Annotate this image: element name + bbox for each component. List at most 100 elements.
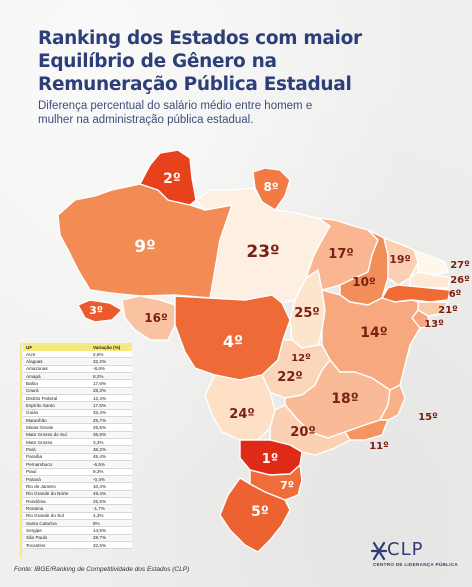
row-state-name: Mato Grosso	[26, 439, 53, 445]
state-rank-label-am: 9º	[134, 237, 155, 257]
state-rank-label-pr: 1º	[262, 452, 278, 467]
state-rank-labels: 2º 8º 9º 3º 16º 23º 4º 17º 10º 19º 27º 26º 6º 21º 13º 1…	[89, 171, 470, 520]
state-rank-label-pi: 10º	[352, 275, 376, 289]
row-variation: 35,8%	[93, 432, 107, 438]
state-rank-label-es: 15º	[418, 412, 438, 423]
state-rj	[344, 419, 389, 441]
table-row: Tocantins 32,6%	[23, 541, 132, 550]
row-variation: 17,5%	[93, 403, 107, 409]
row-variation: -1,7%	[93, 505, 106, 511]
row-state-name: Roraima	[26, 505, 44, 511]
state-rank-label-ma: 17º	[328, 247, 353, 262]
row-variation: 32,4%	[93, 410, 107, 416]
state-ro	[121, 295, 176, 341]
row-state-name: Minas Gerais	[26, 425, 54, 431]
row-variation: 10,4%	[93, 483, 107, 489]
row-state-name: Rio Grande do Norte	[26, 491, 69, 497]
table-row: Rio de Janeiro 10,4%	[23, 483, 132, 491]
state-ap	[252, 167, 291, 211]
table-row: Distrito Federal 12,4%	[23, 395, 132, 403]
table-row: Pará 36,2%	[23, 446, 132, 454]
row-state-name: Rondônia	[26, 498, 46, 504]
table-row: Paraíba 45,4%	[23, 453, 132, 462]
row-state-name: Tocantins	[26, 542, 46, 548]
row-variation: 4,3%	[93, 513, 104, 519]
table-row: Pernambuco -6,5%	[23, 461, 132, 469]
state-rank-label-ce: 19º	[389, 253, 411, 266]
table-row: Bahia 17,6%	[23, 380, 132, 388]
table-row: Mato Grosso 3,3%	[23, 439, 132, 447]
state-rank-label-pb: 26º	[450, 275, 470, 286]
table-row: Minas Gerais 26,5%	[23, 424, 132, 432]
row-variation: -0,4%	[93, 476, 106, 482]
row-state-name: Ceará	[26, 388, 39, 394]
state-rank-label-sp: 20º	[290, 425, 315, 440]
header-uf: UF	[26, 344, 33, 350]
table-row: Acre 2,6%	[23, 351, 132, 359]
state-rs	[219, 477, 291, 553]
state-rank-label-pe: 6º	[449, 289, 462, 300]
table-row: Ceará 28,3%	[23, 387, 132, 396]
state-rank-label-rj: 11º	[369, 441, 389, 452]
row-variation: 8,2%	[93, 373, 104, 379]
row-state-name: Santa Catarina	[26, 520, 57, 526]
state-rank-label-ap: 8º	[263, 180, 278, 194]
state-rank-label-al: 21º	[438, 305, 458, 316]
row-variation: -6,5%	[93, 461, 106, 467]
row-variation: 17,6%	[93, 381, 107, 387]
table-row: Alagoas 32,2%	[23, 358, 132, 366]
row-state-name: Mato Grosso do Sul	[26, 432, 67, 438]
source-note: Fonte: IBGE/Ranking de Competitividade d…	[14, 566, 190, 573]
state-rank-label-df: 12º	[291, 353, 311, 364]
row-state-name: Goiás	[26, 410, 39, 416]
state-rank-label-go: 22º	[277, 370, 302, 385]
table-row: Mato Grosso do Sul 35,8%	[23, 431, 132, 440]
state-pb	[409, 271, 451, 289]
row-variation: 28,3%	[93, 388, 107, 394]
row-variation: 9,3%	[93, 469, 104, 475]
table-row: Amazonas -8,6%	[23, 365, 132, 374]
table-row: Amapá 8,2%	[23, 373, 132, 381]
state-rank-label-to: 25º	[294, 306, 319, 321]
row-variation: 25,5%	[93, 498, 107, 504]
row-state-name: Paraná	[26, 476, 41, 482]
row-state-name: São Paulo	[26, 535, 48, 541]
row-variation: 25,7%	[93, 417, 107, 423]
table-row: Rio Grande do Sul 4,3%	[23, 512, 132, 520]
state-rank-label-ms: 24º	[229, 407, 254, 422]
state-ms	[204, 374, 276, 441]
row-state-name: Amapá	[26, 373, 41, 379]
row-state-name: Bahia	[26, 381, 38, 387]
table-row: Rio Grande do Norte 49,4%	[23, 490, 132, 498]
row-state-name: Espírito Santo	[26, 403, 55, 409]
table-row: Roraima -1,7%	[23, 505, 132, 513]
row-variation: 28,7%	[93, 535, 107, 541]
row-variation: 32,6%	[93, 542, 107, 548]
row-variation: 8%	[93, 520, 100, 526]
header-variation: Variação (%)	[93, 344, 121, 350]
state-ac	[77, 299, 123, 323]
row-state-name: Alagoas	[26, 359, 43, 365]
row-variation: 2,6%	[93, 351, 104, 357]
clp-logo-icon	[370, 541, 388, 561]
page-title: Ranking dos Estados com maior Equilíbrio…	[38, 28, 362, 95]
state-rank-label-rs: 5º	[251, 504, 269, 520]
table-row: Espírito Santo 17,5%	[23, 402, 132, 410]
table-body: Acre 2,6% Alagoas 32,2% Amazonas -8,6% Amapá 8,…	[23, 351, 132, 550]
logo-wordmark: CLP	[387, 539, 424, 560]
table-row: São Paulo 28,7%	[23, 534, 132, 542]
row-state-name: Sergipe	[26, 527, 42, 533]
table-row: Piauí 9,3%	[23, 468, 132, 476]
table-row: Santa Catarina 8%	[23, 519, 132, 528]
state-rank-label-se: 13º	[424, 319, 444, 330]
row-state-name: Amazonas	[26, 366, 48, 372]
row-state-name: Acre	[26, 351, 36, 357]
state-rr	[139, 149, 197, 206]
row-variation: 49,4%	[93, 491, 107, 497]
row-variation: -8,6%	[93, 366, 106, 372]
state-rank-label-sc: 7º	[280, 479, 294, 492]
table-row: Rondônia 25,5%	[23, 497, 132, 506]
table-row: Goiás 32,4%	[23, 409, 132, 418]
page-subtitle: Diferença percentual do salário médio en…	[38, 100, 313, 126]
